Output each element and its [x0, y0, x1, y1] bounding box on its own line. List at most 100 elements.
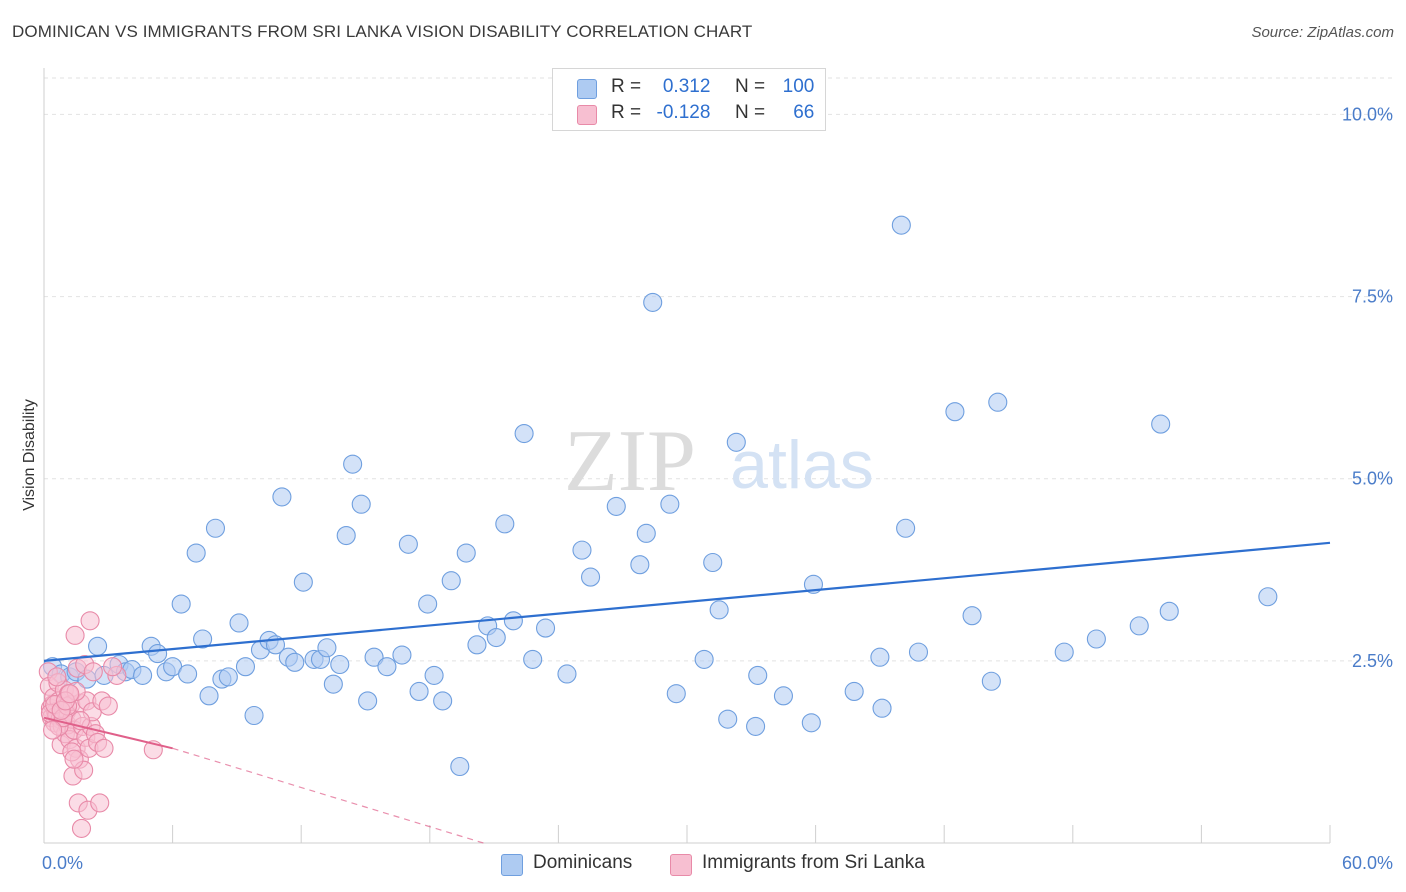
point-sri-lanka: [47, 667, 67, 687]
point-dominicans: [514, 423, 534, 444]
point-dominicans: [193, 629, 213, 649]
point-dominicans: [441, 571, 461, 591]
point-dominicans: [433, 691, 453, 711]
x-tick-labels: 0.0% 60.0%: [42, 853, 1393, 873]
point-dominicans: [323, 674, 343, 694]
point-sri-lanka: [65, 625, 85, 645]
point-dominicans: [358, 691, 378, 711]
point-dominicans: [178, 664, 198, 684]
point-dominicans: [872, 698, 892, 718]
bottom-legend-label: Dominicans: [533, 852, 633, 873]
watermark-atlas: atlas: [730, 427, 874, 503]
y-tick-labels: 2.5% 5.0% 7.5% 10.0%: [1342, 104, 1393, 670]
point-dominicans: [636, 523, 656, 543]
point-sri-lanka: [71, 818, 92, 838]
point-dominicans: [133, 665, 153, 685]
point-dominicans: [148, 644, 168, 664]
point-dominicans: [293, 572, 313, 592]
point-dominicans: [218, 667, 238, 687]
point-dominicans: [1054, 642, 1074, 662]
point-dominicans: [486, 627, 506, 648]
point-dominicans: [330, 654, 350, 675]
y-tick-label: 10.0%: [1342, 104, 1393, 124]
point-dominicans: [272, 487, 292, 507]
trend-lines: [43, 541, 1331, 844]
trend-line-sri-lanka: [43, 716, 173, 750]
point-dominicans: [1129, 616, 1149, 636]
point-dominicans: [450, 756, 470, 777]
watermark-zip: ZIP: [564, 413, 696, 510]
legend-r-value: -0.128: [656, 102, 711, 123]
legend-r-value: 0.312: [662, 76, 711, 97]
bottom-legend-label: Immigrants from Sri Lanka: [702, 852, 925, 873]
stats-legend: R = 0.312 N = 100 R = -0.128 N = 66: [552, 68, 826, 131]
x-tick-label: 0.0%: [42, 853, 83, 873]
point-dominicans: [186, 543, 206, 563]
point-dominicans: [844, 681, 864, 702]
point-dominicans: [1159, 601, 1179, 621]
point-dominicans: [870, 647, 890, 667]
point-dominicans: [171, 594, 191, 614]
y-axis-label: Vision Disability: [21, 399, 38, 511]
point-sri-lanka: [83, 662, 103, 682]
legend-r-label: R =: [611, 76, 642, 97]
point-dominicans: [660, 494, 680, 514]
point-dominicans: [418, 594, 438, 614]
point-dominicans: [317, 638, 337, 658]
chart-title: DOMINICAN VS IMMIGRANTS FROM SRI LANKA V…: [12, 22, 753, 41]
point-dominicans: [801, 713, 821, 733]
point-sri-lanka: [90, 793, 110, 813]
point-dominicans: [981, 671, 1001, 691]
point-dominicans: [336, 525, 356, 546]
point-sri-lanka: [103, 657, 123, 677]
point-sri-lanka: [80, 611, 100, 631]
point-dominicans: [495, 514, 515, 534]
point-dominicans: [891, 215, 911, 235]
point-dominicans: [666, 684, 686, 704]
series-sri-lanka: [38, 611, 163, 838]
point-dominicans: [392, 645, 412, 665]
point-sri-lanka: [43, 720, 63, 740]
point-dominicans: [694, 649, 714, 669]
point-dominicans: [424, 665, 444, 685]
point-dominicans: [580, 567, 601, 587]
legend-swatch-sri-lanka: [577, 105, 597, 125]
y-tick-label: 7.5%: [1352, 287, 1393, 307]
point-dominicans: [523, 649, 543, 669]
point-dominicans: [908, 642, 929, 662]
point-dominicans: [1086, 629, 1106, 649]
legend-n-value: 66: [793, 102, 815, 123]
point-dominicans: [988, 392, 1008, 412]
point-dominicans: [945, 402, 965, 422]
point-dominicans: [398, 534, 418, 554]
point-dominicans: [244, 705, 264, 726]
legend-r-label: R =: [611, 102, 642, 123]
legend-swatch-dominicans: [577, 79, 597, 99]
source-label: Source: ZipAtlas.com: [1251, 24, 1394, 41]
point-sri-lanka: [98, 696, 118, 716]
watermark: ZIP atlas: [564, 413, 874, 510]
point-dominicans: [503, 611, 523, 631]
point-dominicans: [746, 716, 766, 736]
legend-n-label: N =: [734, 76, 766, 97]
legend-n-label: N =: [734, 102, 766, 123]
point-dominicans: [377, 657, 397, 677]
point-sri-lanka: [60, 684, 80, 704]
point-dominicans: [229, 613, 249, 633]
x-tick-label: 60.0%: [1342, 853, 1393, 873]
legend-n-value: 100: [782, 76, 815, 97]
point-dominicans: [773, 686, 794, 706]
point-dominicans: [630, 555, 650, 575]
point-dominicans: [1151, 414, 1171, 434]
trend-line-dominicans: [43, 541, 1331, 662]
point-dominicans: [343, 454, 363, 474]
point-dominicans: [962, 606, 982, 626]
point-dominicans: [896, 518, 916, 538]
point-dominicans: [88, 636, 108, 656]
point-dominicans: [409, 681, 429, 702]
y-tick-label: 2.5%: [1352, 651, 1393, 671]
point-dominicans: [285, 652, 305, 672]
point-dominicans: [572, 540, 592, 560]
point-dominicans: [718, 709, 738, 729]
